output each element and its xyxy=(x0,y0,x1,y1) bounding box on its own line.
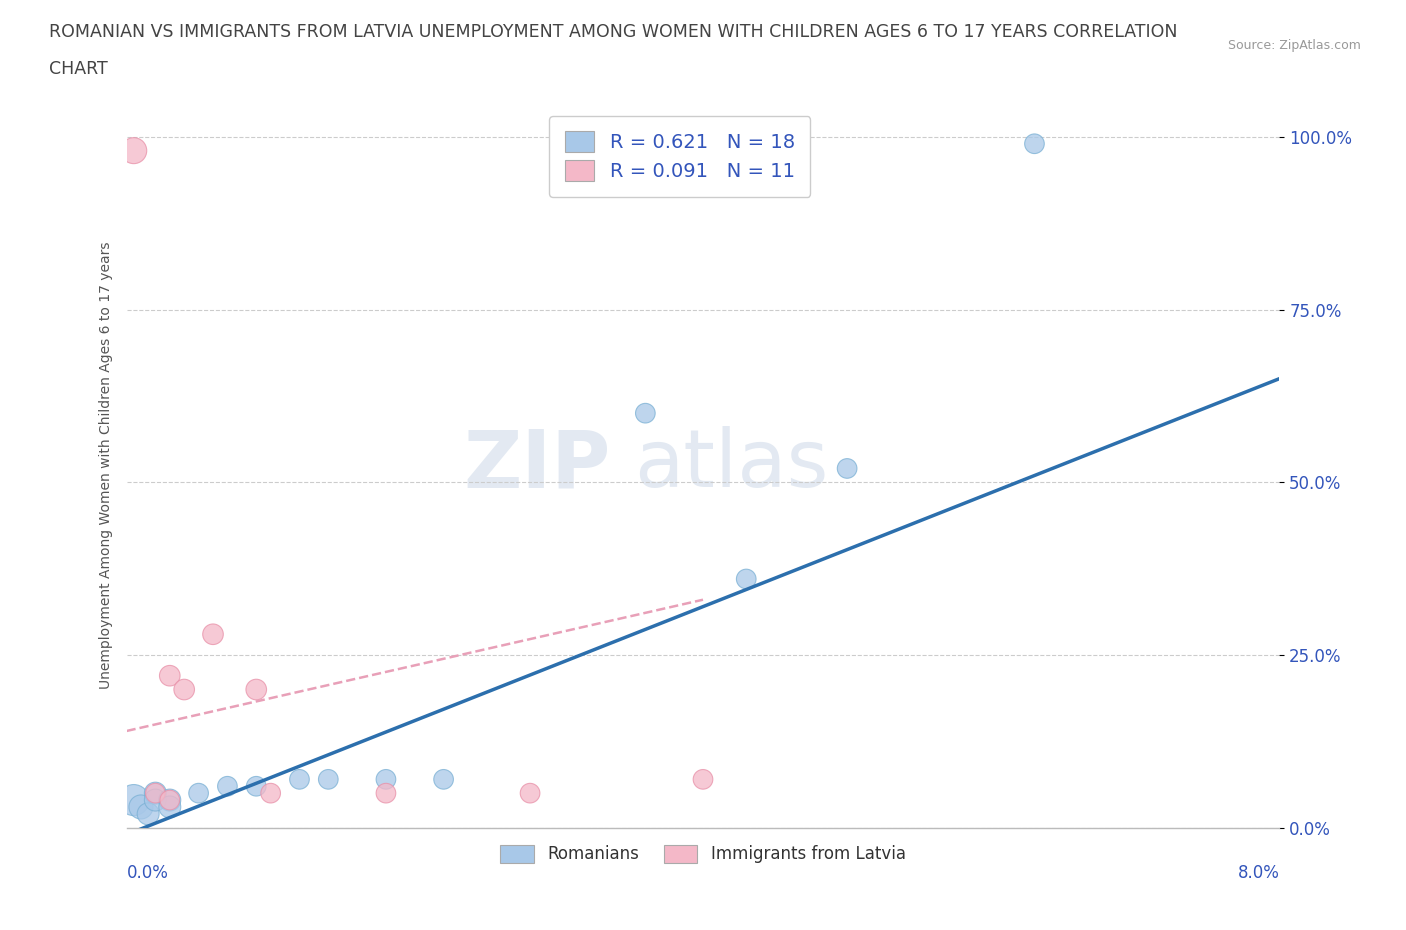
Point xyxy=(735,572,758,587)
Point xyxy=(159,669,181,684)
Point xyxy=(187,786,209,801)
Point xyxy=(692,772,714,787)
Point xyxy=(145,786,166,801)
Text: CHART: CHART xyxy=(49,60,108,78)
Point xyxy=(202,627,225,642)
Point xyxy=(122,143,145,158)
Legend: Romanians, Immigrants from Latvia: Romanians, Immigrants from Latvia xyxy=(494,838,912,870)
Point xyxy=(159,800,181,815)
Point xyxy=(122,792,145,807)
Point xyxy=(433,772,456,787)
Point xyxy=(136,806,159,821)
Text: Source: ZipAtlas.com: Source: ZipAtlas.com xyxy=(1227,39,1361,52)
Point xyxy=(259,786,281,801)
Point xyxy=(288,772,311,787)
Point xyxy=(159,792,181,807)
Point xyxy=(374,786,398,801)
Text: 0.0%: 0.0% xyxy=(127,864,169,882)
Point xyxy=(129,800,152,815)
Text: atlas: atlas xyxy=(634,426,828,504)
Point xyxy=(519,786,541,801)
Point xyxy=(1024,137,1046,152)
Point xyxy=(374,772,398,787)
Point xyxy=(318,772,340,787)
Y-axis label: Unemployment Among Women with Children Ages 6 to 17 years: Unemployment Among Women with Children A… xyxy=(98,241,112,689)
Point xyxy=(634,405,657,420)
Point xyxy=(145,792,166,807)
Text: ROMANIAN VS IMMIGRANTS FROM LATVIA UNEMPLOYMENT AMONG WOMEN WITH CHILDREN AGES 6: ROMANIAN VS IMMIGRANTS FROM LATVIA UNEMP… xyxy=(49,23,1178,41)
Point xyxy=(217,778,239,793)
Point xyxy=(245,682,267,697)
Point xyxy=(173,682,195,697)
Point xyxy=(835,461,858,476)
Text: 8.0%: 8.0% xyxy=(1237,864,1279,882)
Point xyxy=(159,792,181,807)
Point xyxy=(145,786,166,801)
Text: ZIP: ZIP xyxy=(464,426,610,504)
Point xyxy=(245,778,267,793)
